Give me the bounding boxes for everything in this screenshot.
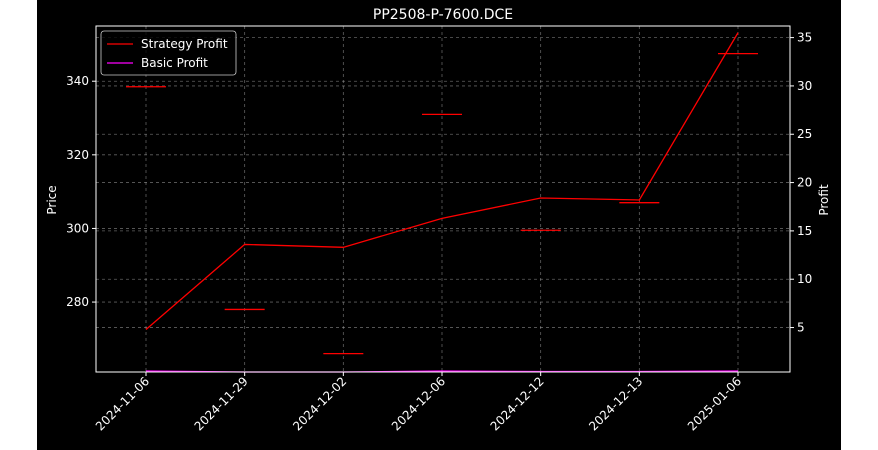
left-tick-label: 300 (66, 221, 89, 235)
plot-frame (95, 25, 791, 373)
series-line-strategy-profit (145, 32, 739, 330)
left-tick-label: 320 (66, 148, 89, 162)
x-tick-label: 2024-12-12 (488, 374, 547, 433)
right-tick-label: 15 (797, 224, 812, 238)
x-tick-label: 2025-01-06 (685, 374, 744, 433)
legend-label: Strategy Profit (141, 37, 228, 51)
x-tick-label: 2024-12-13 (586, 374, 645, 433)
x-tick-label: 2024-12-02 (290, 374, 349, 433)
x-tick-label: 2024-12-06 (389, 374, 448, 433)
grid-layer (96, 26, 790, 372)
chart-title: PP2508-P-7600.DCE (373, 7, 513, 23)
left-tick-label: 340 (66, 74, 89, 88)
right-tick-label: 30 (797, 79, 812, 93)
right-tick-label: 10 (797, 272, 812, 286)
left-axis-label: Price (45, 185, 59, 214)
right-tick-label: 35 (797, 31, 812, 45)
chart-figure: 2024-11-06 2024-11-29 2024-12-02 2024-12-06… (37, 0, 841, 450)
right-tick-label: 20 (797, 176, 812, 190)
x-tick-label: 2024-11-06 (93, 374, 152, 433)
right-tick-label: 25 (797, 127, 812, 141)
legend: Strategy Profit Basic Profit (100, 30, 237, 76)
x-tick-label: 2024-11-29 (192, 374, 251, 433)
chart-svg: 2024-11-06 2024-11-29 2024-12-02 2024-12-06… (45, 7, 831, 434)
legend-label: Basic Profit (141, 56, 208, 70)
axis-layer: 2024-11-06 2024-11-29 2024-12-02 2024-12-06… (66, 31, 812, 434)
right-tick-label: 5 (797, 321, 805, 335)
left-tick-label: 280 (66, 295, 89, 309)
right-axis-label: Profit (817, 184, 831, 216)
legend-frame (100, 30, 237, 76)
